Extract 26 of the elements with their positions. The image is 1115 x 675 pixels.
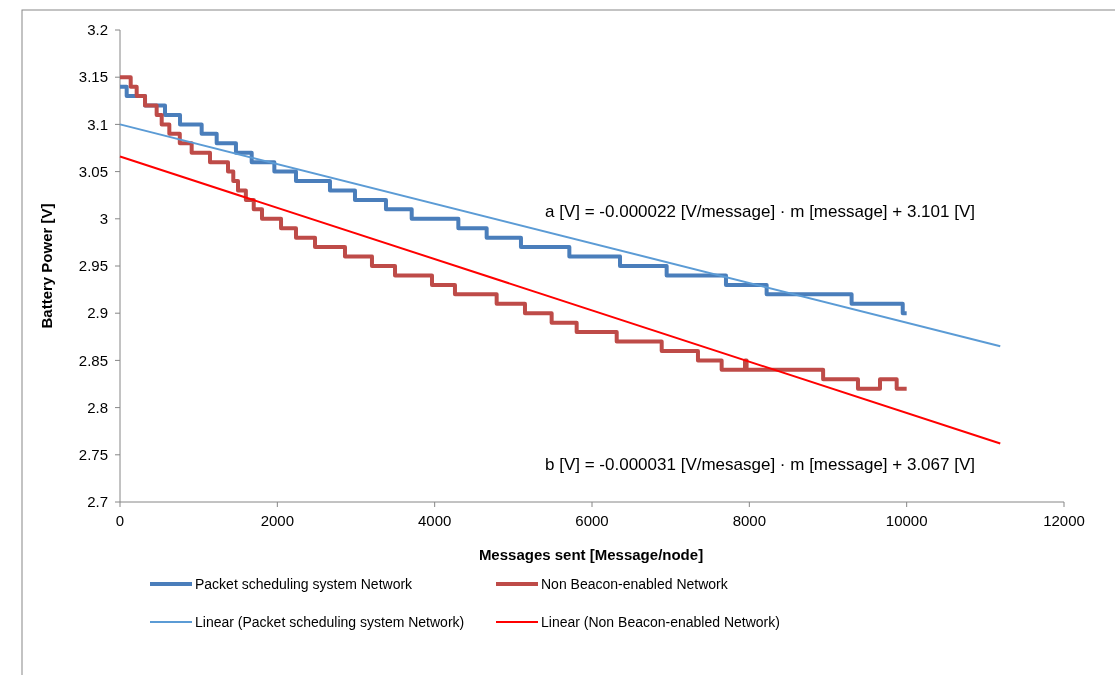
y-tick-label: 2.75: [78, 446, 108, 464]
annotation: a [V] = -0.000022 [V/message] · m [message] + 3.101 [V]: [545, 202, 975, 221]
annotation: b [V] = -0.000031 [V/mesasge] · m [message] + 3.067 [V]: [545, 455, 975, 474]
y-tick-label: 3.15: [78, 68, 108, 86]
x-tick-label: 8000: [732, 512, 767, 529]
x-tick-label: 0: [115, 512, 125, 529]
y-tick-label: 3.1: [87, 115, 108, 133]
legend-label: Linear (Packet scheduling system Network): [195, 613, 465, 630]
x-axis-title: Messages sent [Message/node]: [478, 546, 704, 563]
x-tick-label: 2000: [260, 512, 295, 529]
y-tick-label: 2.7: [87, 493, 108, 511]
y-axis-title: Battery Power [V]: [38, 203, 55, 329]
legend-label: Linear (Non Beacon-enabled Network): [541, 613, 780, 630]
x-tick-label: 6000: [575, 512, 609, 529]
y-tick-label: 3: [99, 210, 108, 228]
y-tick-label: 2.95: [78, 257, 108, 275]
y-tick-label: 3.05: [78, 162, 108, 180]
x-tick-label: 4000: [417, 512, 452, 529]
legend-label: Packet scheduling system Network: [195, 575, 414, 592]
y-tick-label: 2.8: [87, 398, 108, 416]
x-tick-label: 10000: [885, 512, 928, 529]
y-tick-label: 3.2: [87, 21, 108, 39]
y-tick-label: 2.85: [78, 351, 108, 369]
y-tick-label: 2.9: [87, 304, 108, 322]
legend-label: Non Beacon-enabled Network: [541, 575, 729, 592]
x-tick-label: 12000: [1043, 512, 1085, 529]
